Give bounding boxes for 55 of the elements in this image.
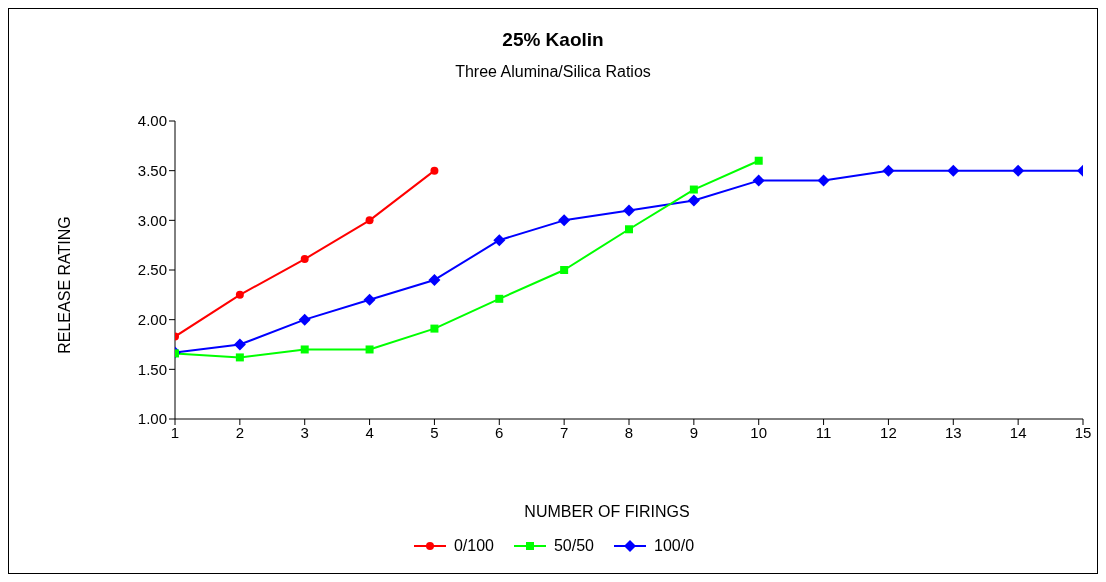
x-tick-label: 3 [300, 423, 309, 441]
x-tick-label: 5 [430, 423, 439, 441]
x-tick-label: 2 [235, 423, 245, 441]
point [623, 204, 635, 217]
x-tick-label: 10 [750, 423, 768, 441]
point [882, 164, 895, 177]
point [235, 353, 244, 362]
point [752, 174, 765, 187]
x-tick-label: 9 [689, 423, 699, 441]
x-tick-label: 1 [170, 423, 180, 441]
chart-subtitle: Three Alumina/Silica Ratios [454, 63, 652, 81]
x-tick-label: 11 [815, 423, 832, 441]
point [428, 273, 441, 286]
point [689, 185, 698, 194]
x-tick-label: 8 [624, 423, 634, 441]
y-tick-label: 2.50 [137, 261, 167, 279]
point [363, 293, 376, 306]
point [430, 324, 439, 333]
point [947, 164, 960, 177]
point [754, 156, 763, 165]
x-tick-label: 7 [559, 423, 569, 441]
point [365, 345, 374, 354]
point [625, 225, 633, 234]
x-tick-label: 4 [365, 423, 374, 441]
legend-label: 0/100 [453, 537, 494, 555]
y-tick-label: 2.00 [137, 310, 167, 328]
point [233, 338, 246, 351]
point [300, 255, 309, 264]
point [817, 174, 830, 187]
y-axis-title: RELEASE RATING [56, 216, 74, 354]
point [558, 214, 571, 227]
point [365, 216, 374, 225]
x-tick-label: 12 [880, 423, 897, 441]
y-tick-label: 4.00 [137, 112, 167, 130]
legend-label: 100/0 [654, 537, 695, 555]
x-tick-label: 15 [1074, 423, 1092, 441]
x-axis-title: NUMBER OF FIRINGS [523, 503, 691, 521]
y-tick-label: 1.50 [137, 360, 167, 378]
chart-title: 25% Kaolin [501, 29, 605, 51]
y-tick-label: 3.50 [137, 161, 167, 179]
x-tick-label: 14 [1009, 423, 1027, 441]
point [300, 345, 309, 354]
y-tick-label: 1.00 [137, 410, 167, 428]
point [298, 313, 311, 326]
point [493, 234, 506, 247]
point [495, 294, 504, 303]
legend-label: 50/50 [553, 537, 595, 555]
x-tick-label: 6 [495, 423, 504, 441]
point [560, 266, 569, 274]
x-tick-label: 13 [944, 423, 962, 441]
point [687, 194, 700, 207]
point [235, 290, 244, 299]
point [430, 166, 439, 175]
point [1012, 164, 1025, 177]
y-tick-label: 3.00 [137, 211, 167, 229]
